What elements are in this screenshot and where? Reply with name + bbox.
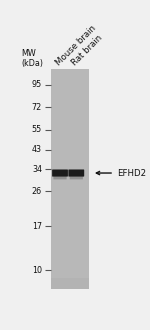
Text: 72: 72 (32, 103, 42, 112)
Text: 17: 17 (32, 222, 42, 231)
Text: Rat brain: Rat brain (70, 33, 104, 68)
Text: 34: 34 (32, 165, 42, 174)
FancyBboxPatch shape (52, 170, 68, 177)
Text: 95: 95 (32, 80, 42, 89)
Text: 10: 10 (32, 266, 42, 275)
FancyBboxPatch shape (68, 170, 84, 177)
FancyBboxPatch shape (70, 175, 83, 180)
Text: 55: 55 (32, 125, 42, 134)
Text: 43: 43 (32, 146, 42, 154)
Bar (51, 69, 88, 289)
Text: EFHD2: EFHD2 (118, 169, 147, 178)
Text: Mouse brain: Mouse brain (54, 24, 98, 68)
FancyBboxPatch shape (53, 175, 67, 180)
Text: 26: 26 (32, 187, 42, 196)
Bar (51, 279, 88, 289)
Text: MW
(kDa): MW (kDa) (21, 49, 43, 68)
